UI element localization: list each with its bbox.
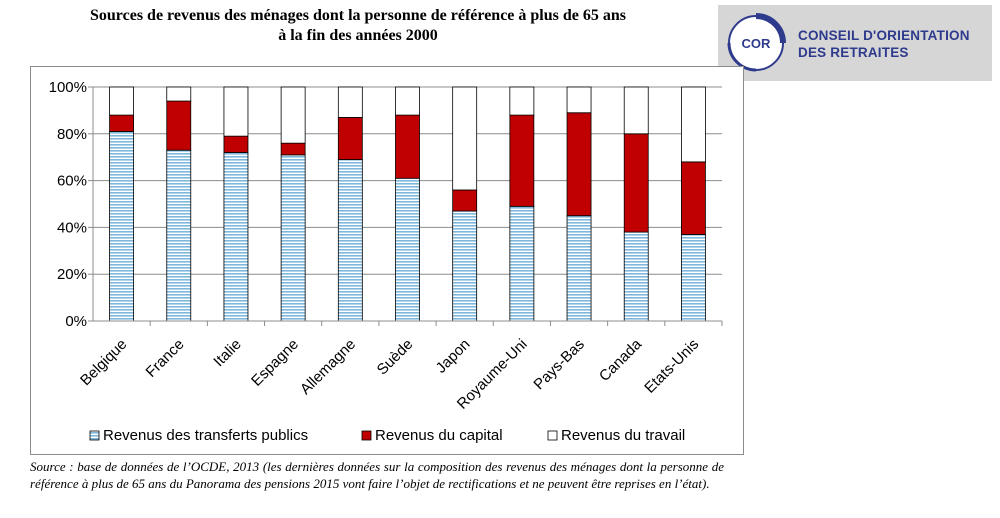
bar-segment [337,86,363,118]
x-category-label: Italie [210,336,244,370]
x-category-label: Canada [596,335,646,385]
legend-swatch [89,430,100,441]
bar-segment [280,154,306,322]
bar-segment [337,159,363,322]
chart-title: Sources de revenus des ménages dont la p… [20,6,696,46]
cor-logo-text: CONSEIL D'ORIENTATION DES RETRAITES [798,27,970,61]
chart-title-line1: Sources de revenus des ménages dont la p… [90,7,626,24]
bar-segment [566,86,592,114]
x-category-label: France [143,336,188,381]
x-category-label: Allemagne [297,336,359,398]
bar-segment [623,86,649,135]
y-tick-label: 0% [65,313,87,330]
cor-logo-icon: COR [727,13,786,72]
bar-segment [223,135,249,153]
x-category-label: Japon [433,336,474,377]
bar-segment [109,114,134,132]
bar-segment [681,234,706,322]
y-tick-label: 100% [49,79,87,96]
bar-segment [166,86,192,102]
bar-segment [623,231,649,322]
bar-segment [566,215,592,322]
bar-segment [452,86,478,191]
bar-segment [395,114,420,179]
legend-label: Revenus du capital [375,427,503,444]
y-tick-label: 40% [57,219,87,236]
legend-swatch [547,430,558,441]
x-category-label: Espagne [248,336,302,390]
bar-segment [395,86,420,116]
y-tick-label: 60% [57,173,87,190]
bar-segment [623,133,649,233]
legend-swatch [361,430,372,441]
legend-label: Revenus des transferts publics [103,427,308,444]
x-category-label: Etats-Unis [641,336,702,397]
bar-segment [509,114,535,207]
bar-segment [280,86,306,144]
cor-name-line2: DES RETRAITES [798,45,909,60]
bar-segment [509,86,535,116]
bar-segment [452,189,478,212]
bar-segment [223,86,249,137]
cor-logo-mark-text: COR [742,36,772,51]
x-category-label: Pays-Bas [530,336,587,393]
source-note: Source : base de données de l’OCDE, 2013… [30,459,724,491]
bar-segment [509,205,535,322]
bar-segment [681,86,706,163]
bar-segment [337,117,363,160]
bar-segment [109,86,134,116]
bar-segment [280,142,306,156]
legend-label: Revenus du travail [561,427,685,444]
chart-title-line2: à la fin des années 2000 [278,27,438,44]
cor-logo: COR CONSEIL D'ORIENTATION DES RETRAITES [718,5,992,81]
bar-segment [681,161,706,235]
bar-segment [109,131,134,322]
bar-segment [166,100,192,151]
cor-name-line1: CONSEIL D'ORIENTATION [798,28,970,43]
bar-segment [223,152,249,322]
y-tick-label: 20% [57,266,87,283]
bar-segment [452,210,478,322]
y-tick-label: 80% [57,126,87,143]
x-category-label: Belgique [77,336,130,389]
bar-segment [566,112,592,217]
x-category-label: Suède [374,336,417,379]
bar-segment [395,177,420,322]
bar-segment [166,149,192,322]
